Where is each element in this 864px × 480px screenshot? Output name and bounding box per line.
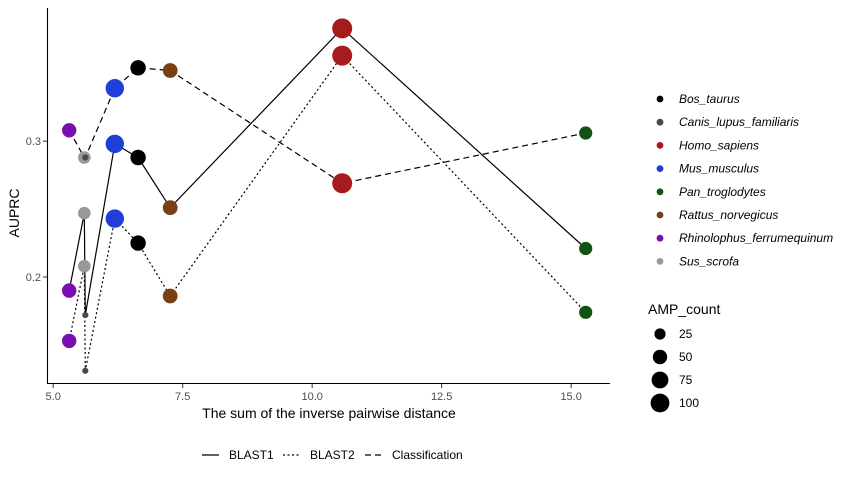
point-blast2-pan-troglodytes [579,305,593,319]
legend-label-sus-scrofa: Sus_scrofa [679,254,739,268]
point-blast1-canis-lupus-familiaris [82,312,89,319]
legend-key-mus-musculus [656,165,664,173]
amp-count-key-50 [652,349,668,365]
method-label-blast1: BLAST1 [229,448,274,462]
x-tick-label: 10.0 [301,391,322,403]
y-tick-label: 0.3 [26,136,41,148]
point-blast2-homo-sapiens [332,45,353,66]
point-blast1-homo-sapiens [332,18,353,39]
data-points [61,18,593,374]
point-blast1-bos-taurus [130,149,146,166]
amp-count-label-75: 75 [679,373,693,387]
species-legend: Bos_taurus Canis_lupus_familiaris Homo_sap… [656,92,833,268]
point-blast2-rhinolophus-ferrumequinum [61,333,77,349]
point-classification-canis-lupus-familiaris [82,154,89,161]
amp-count-key-100 [650,393,670,413]
legend-key-bos-taurus [656,95,664,103]
legend-key-rattus-norvegicus [656,211,664,219]
point-blast2-mus-musculus [105,209,125,228]
point-classification-rhinolophus-ferrumequinum [61,123,77,138]
amp-count-key-25 [654,328,666,340]
legend-label-pan-troglodytes: Pan_troglodytes [679,185,766,199]
point-blast2-rattus-norvegicus [162,288,178,304]
x-ticks: 5.0 7.5 10.0 12.5 15.0 [46,384,582,403]
legend-key-sus-scrofa [656,258,664,265]
x-tick-label: 12.5 [431,391,452,403]
point-blast2-canis-lupus-familiaris [82,367,89,374]
point-classification-rattus-norvegicus [162,63,178,78]
series-lines [68,27,587,371]
point-blast1-rhinolophus-ferrumequinum [61,283,77,298]
legend-label-homo-sapiens: Homo_sapiens [679,138,759,152]
legend-label-mus-musculus: Mus_musculus [679,162,759,176]
point-classification-homo-sapiens [332,173,353,194]
x-tick-label: 5.0 [46,391,61,403]
legend-label-rattus-norvegicus: Rattus_norvegicus [679,208,778,222]
x-tick-label: 15.0 [560,391,581,403]
point-classification-bos-taurus [130,60,146,76]
amp-count-key-75 [651,371,669,389]
line-blast2 [68,54,587,371]
point-blast1-sus-scrofa [78,206,91,220]
point-classification-mus-musculus [105,79,125,98]
point-blast2-sus-scrofa [78,259,91,273]
x-axis-title: The sum of the inverse pairwise distance [202,405,456,421]
amp-count-legend: AMP_count 25 50 75 100 [648,301,720,413]
y-tick-label: 0.2 [26,272,41,284]
legend-key-homo-sapiens [656,142,664,149]
amp-count-legend-title: AMP_count [648,301,720,317]
legend-key-canis-lupus-familiaris [656,118,664,126]
method-label-blast2: BLAST2 [310,448,355,462]
axes: 5.0 7.5 10.0 12.5 15.0 0.2 0.3 [26,8,610,403]
method-legend: BLAST1 BLAST2 Classification [202,448,463,462]
y-axis-title: AUPRC [6,188,22,237]
amp-count-label-25: 25 [679,327,693,341]
legend-label-canis-lupus-familiaris: Canis_lupus_familiaris [679,115,799,129]
point-classification-pan-troglodytes [579,126,593,140]
y-ticks: 0.2 0.3 [26,136,47,284]
point-blast1-rattus-norvegicus [162,200,178,216]
line-classification [68,67,586,184]
legend-label-rhinolophus-ferrumequinum: Rhinolophus_ferrumequinum [679,231,833,245]
point-blast1-mus-musculus [105,134,125,154]
amp-count-label-100: 100 [679,396,699,410]
point-blast2-bos-taurus [130,235,146,251]
line-blast1 [68,27,587,316]
amp-count-label-50: 50 [679,350,693,364]
x-tick-label: 7.5 [175,391,190,403]
legend-key-pan-troglodytes [656,188,664,196]
point-blast1-pan-troglodytes [579,241,593,256]
legend-key-rhinolophus-ferrumequinum [656,234,664,242]
method-label-classification: Classification [392,448,463,462]
legend-label-bos-taurus: Bos_taurus [679,92,740,106]
